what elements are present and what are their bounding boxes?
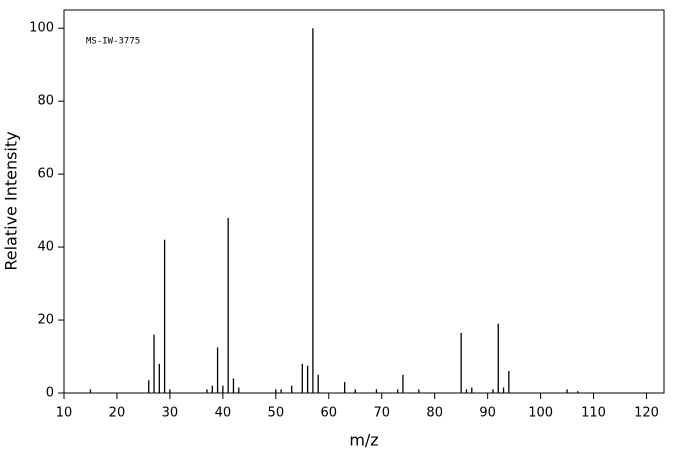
- x-tick-label: 40: [215, 406, 232, 421]
- y-tick-label: 100: [29, 21, 54, 36]
- x-tick-label: 100: [528, 406, 553, 421]
- x-tick-label: 60: [321, 406, 338, 421]
- y-tick-label: 20: [37, 313, 54, 328]
- y-tick-label: 80: [37, 94, 54, 109]
- annotation: MS-IW-3775: [86, 37, 140, 47]
- x-axis-label: m/z: [349, 431, 378, 450]
- x-tick-label: 10: [56, 406, 73, 421]
- y-tick-label: 40: [37, 240, 54, 255]
- x-tick-label: 50: [268, 406, 285, 421]
- x-tick-label: 120: [634, 406, 659, 421]
- x-tick-label: 20: [109, 406, 126, 421]
- y-tick-label: 60: [37, 167, 54, 182]
- plot-frame: [63, 9, 665, 394]
- x-tick-label: 110: [581, 406, 606, 421]
- x-tick-label: 90: [479, 406, 496, 421]
- x-tick-label: 80: [426, 406, 443, 421]
- x-tick-label: 30: [162, 406, 179, 421]
- y-axis-label: Relative Intensity: [2, 131, 21, 270]
- x-tick-label: 70: [373, 406, 390, 421]
- y-tick-label: 0: [46, 386, 54, 401]
